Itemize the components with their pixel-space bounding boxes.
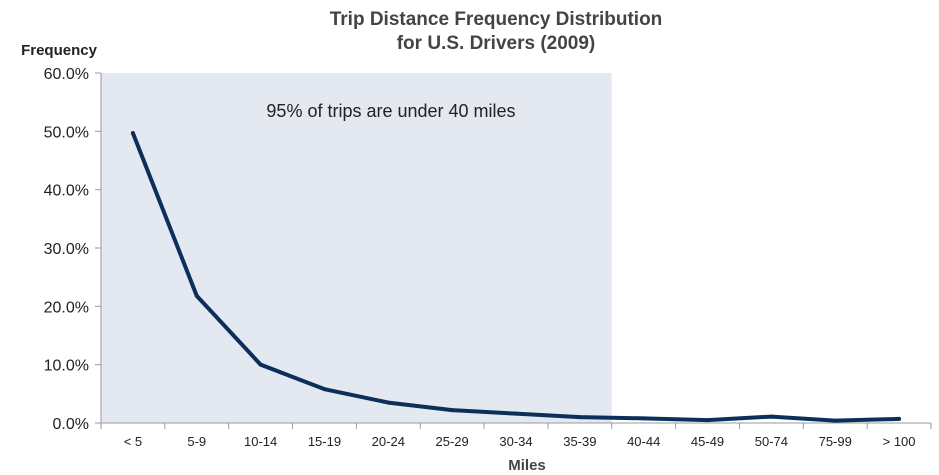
shaded-region-label: 95% of trips are under 40 miles: [266, 101, 515, 121]
x-tick-label: 40-44: [627, 434, 660, 449]
y-tick-label: 60.0%: [44, 66, 89, 83]
data-point: [833, 418, 838, 423]
x-tick-label: < 5: [124, 434, 142, 449]
data-point: [322, 387, 327, 392]
data-point: [130, 131, 135, 136]
x-tick-label: 75-99: [819, 434, 852, 449]
axes-layer: [95, 72, 932, 429]
x-tick-label: 20-24: [372, 434, 405, 449]
x-tick-label: 25-29: [436, 434, 469, 449]
x-tick-label: 5-9: [187, 434, 206, 449]
data-point: [641, 416, 646, 421]
x-tick-label: 35-39: [563, 434, 596, 449]
chart-subtitle: for U.S. Drivers (2009): [397, 33, 596, 54]
series-layer: [130, 131, 902, 423]
y-tick-label: 40.0%: [44, 183, 89, 200]
y-tick-label: 30.0%: [44, 241, 89, 258]
y-tick-label: 50.0%: [44, 124, 89, 141]
tick-labels-layer: 0.0% 10.0% 20.0% 30.0% 40.0% 50.0% 60.0% < 5 5-9…: [44, 66, 916, 449]
chart-title: Trip Distance Frequency Distribution: [330, 9, 663, 30]
x-tick-label: 50-74: [755, 434, 788, 449]
y-tick-label: 20.0%: [44, 299, 89, 316]
shaded-region: [101, 73, 612, 423]
x-tick-label: 45-49: [691, 434, 724, 449]
x-tick-label: > 100: [883, 434, 916, 449]
data-point: [386, 400, 391, 405]
data-point: [705, 418, 710, 423]
data-point: [258, 362, 263, 367]
y-tick-label: 10.0%: [44, 358, 89, 375]
data-point: [514, 411, 518, 416]
x-tick-label: 15-19: [308, 434, 341, 449]
data-point: [769, 414, 774, 419]
data-point: [897, 416, 902, 421]
y-tick-label: 0.0%: [53, 416, 89, 433]
x-tick-label: 10-14: [244, 434, 277, 449]
data-point: [450, 408, 455, 413]
x-tick-label: 30-34: [499, 434, 532, 449]
y-axis-label: Frequency: [21, 42, 98, 59]
data-point: [577, 415, 582, 420]
shaded-region-layer: [101, 73, 612, 423]
x-axis-label: Miles: [508, 457, 546, 474]
data-point: [194, 293, 199, 298]
